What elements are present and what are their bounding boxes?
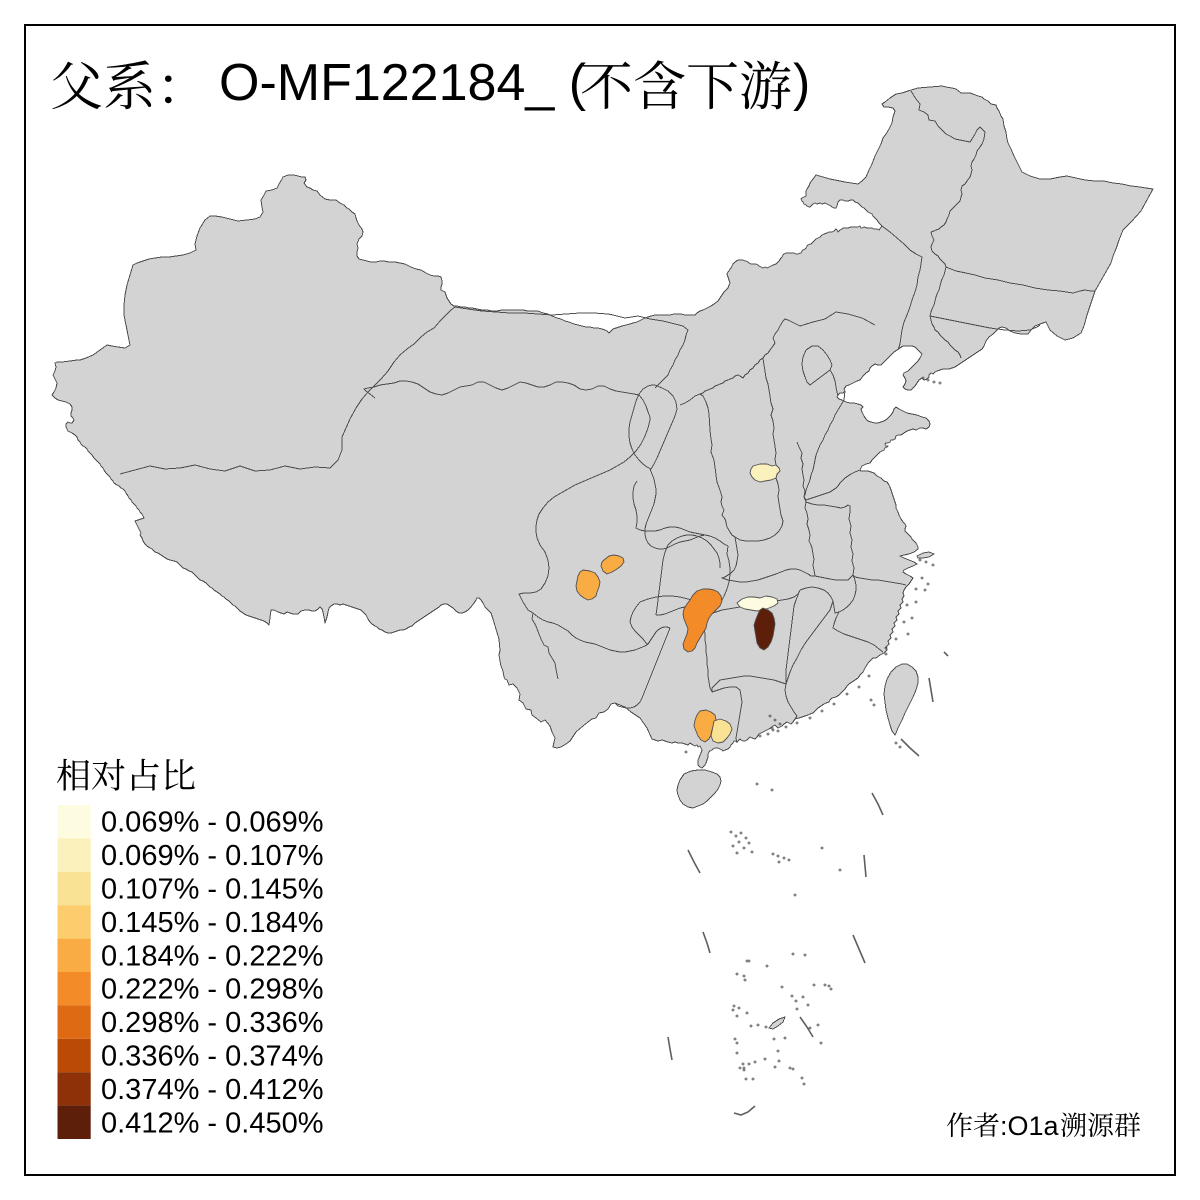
svg-text:0.107% - 0.145%: 0.107% - 0.145% [101,874,323,906]
svg-text:0.336% - 0.374%: 0.336% - 0.374% [101,1041,323,1073]
svg-text:0.298% - 0.336%: 0.298% - 0.336% [101,1007,323,1039]
svg-text:0.069% - 0.107%: 0.069% - 0.107% [101,840,323,872]
svg-text:0.374% - 0.412%: 0.374% - 0.412% [101,1074,323,1106]
svg-text:0.412% - 0.450%: 0.412% - 0.450% [101,1107,323,1139]
svg-text:0.222% - 0.298%: 0.222% - 0.298% [101,974,323,1006]
svg-text:): ) [793,54,810,112]
svg-text:0.184% - 0.222%: 0.184% - 0.222% [101,940,323,972]
svg-text::O1a: :O1a [1000,1111,1060,1141]
svg-text:0.069% - 0.069%: 0.069% - 0.069% [101,807,323,839]
svg-text:O-MF122184_ (: O-MF122184_ ( [219,54,587,112]
svg-text:0.145% - 0.184%: 0.145% - 0.184% [101,907,323,939]
